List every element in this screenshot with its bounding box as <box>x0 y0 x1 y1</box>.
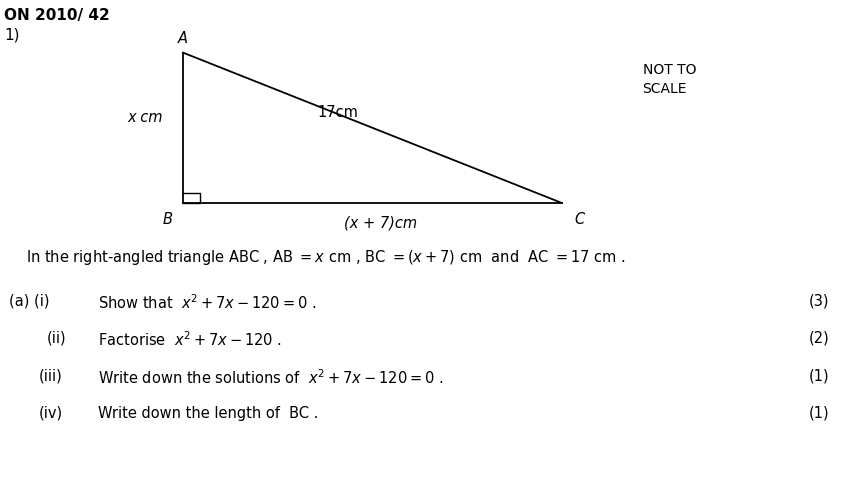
Text: 17cm: 17cm <box>317 105 359 120</box>
Text: 1): 1) <box>4 28 20 43</box>
Text: Write down the solutions of  $x^2 + 7x - 120 = 0$ .: Write down the solutions of $x^2 + 7x - … <box>98 368 443 387</box>
Text: ON 2010/ 42: ON 2010/ 42 <box>4 8 110 23</box>
Text: x cm: x cm <box>127 110 163 125</box>
Text: A: A <box>178 31 188 46</box>
Text: (iv): (iv) <box>39 406 63 421</box>
Text: (iii): (iii) <box>39 368 63 383</box>
Text: (1): (1) <box>809 406 830 421</box>
Text: In the right-angled triangle ABC , AB $= x$ cm , BC $= (x + 7)$ cm  and  AC $= 1: In the right-angled triangle ABC , AB $=… <box>26 248 625 267</box>
Text: (1): (1) <box>809 368 830 383</box>
Text: Write down the length of  BC .: Write down the length of BC . <box>98 406 318 421</box>
Text: Factorise  $x^2 + 7x - 120$ .: Factorise $x^2 + 7x - 120$ . <box>98 331 282 349</box>
Text: (2): (2) <box>809 331 830 346</box>
Text: C: C <box>574 212 585 227</box>
Text: (x + 7)cm: (x + 7)cm <box>345 215 417 230</box>
Text: (a) (i): (a) (i) <box>9 293 49 308</box>
Text: B: B <box>163 212 173 227</box>
Text: Show that  $x^2 + 7x - 120 = 0$ .: Show that $x^2 + 7x - 120 = 0$ . <box>98 293 316 312</box>
Text: NOT TO
SCALE: NOT TO SCALE <box>643 63 696 96</box>
Text: (3): (3) <box>809 293 830 308</box>
Text: (ii): (ii) <box>47 331 66 346</box>
